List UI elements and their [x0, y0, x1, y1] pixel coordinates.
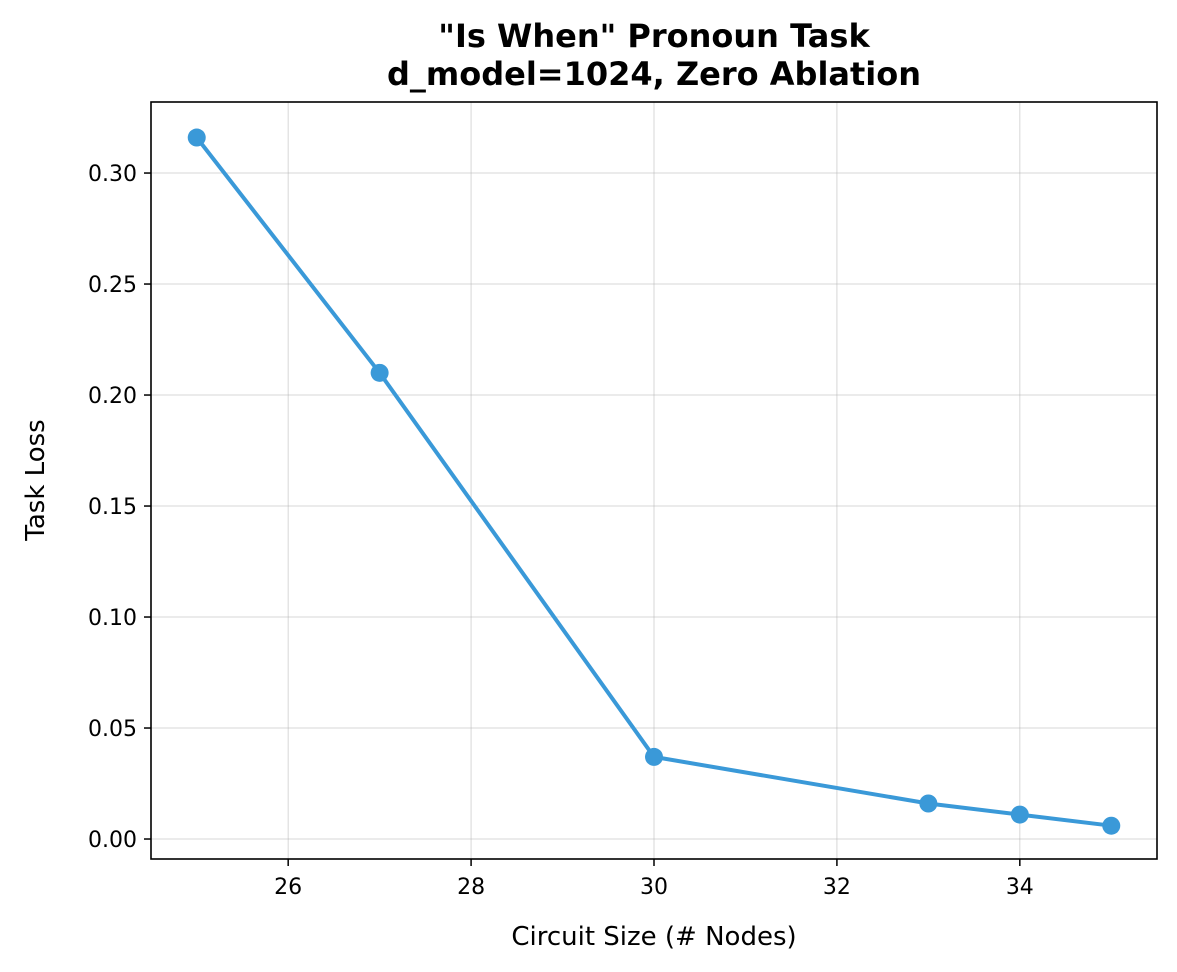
plot-frame: [150, 101, 1158, 860]
data-point: [1010, 805, 1029, 824]
series-line: [194, 135, 1114, 828]
data-point: [370, 363, 389, 382]
y-tick-label: 0.10: [88, 606, 137, 631]
data-point: [1102, 816, 1121, 835]
y-tick-label: 0.00: [88, 828, 137, 853]
y-axis-label: Task Loss: [21, 419, 51, 541]
x-axis-label: Circuit Size (# Nodes): [511, 922, 796, 952]
chart-title-line1: "Is When" Pronoun Task: [438, 17, 870, 55]
x-tick-label: 34: [1006, 875, 1034, 900]
x-tick-label: 28: [457, 875, 485, 900]
x-tick-label: 32: [823, 875, 851, 900]
x-tick-label: 30: [640, 875, 668, 900]
grid: [151, 102, 1157, 859]
y-tick-label: 0.15: [88, 495, 137, 520]
data-point: [645, 747, 663, 766]
y-tick-label: 0.30: [88, 162, 137, 187]
y-tick-label: 0.20: [88, 384, 137, 409]
series: [187, 128, 1121, 835]
y-tick-label: 0.25: [88, 273, 137, 298]
axis-ticks: 26 28 30 32 34 0.00 0.05 0.10 0.15 0.20 0.25 0.30: [88, 162, 1034, 900]
y-tick-label: 0.05: [88, 717, 137, 742]
chart-title-line2: d_model=1024, Zero Ablation: [387, 55, 921, 93]
data-point: [919, 794, 938, 813]
data-point: [187, 128, 206, 147]
x-tick-label: 26: [274, 875, 302, 900]
